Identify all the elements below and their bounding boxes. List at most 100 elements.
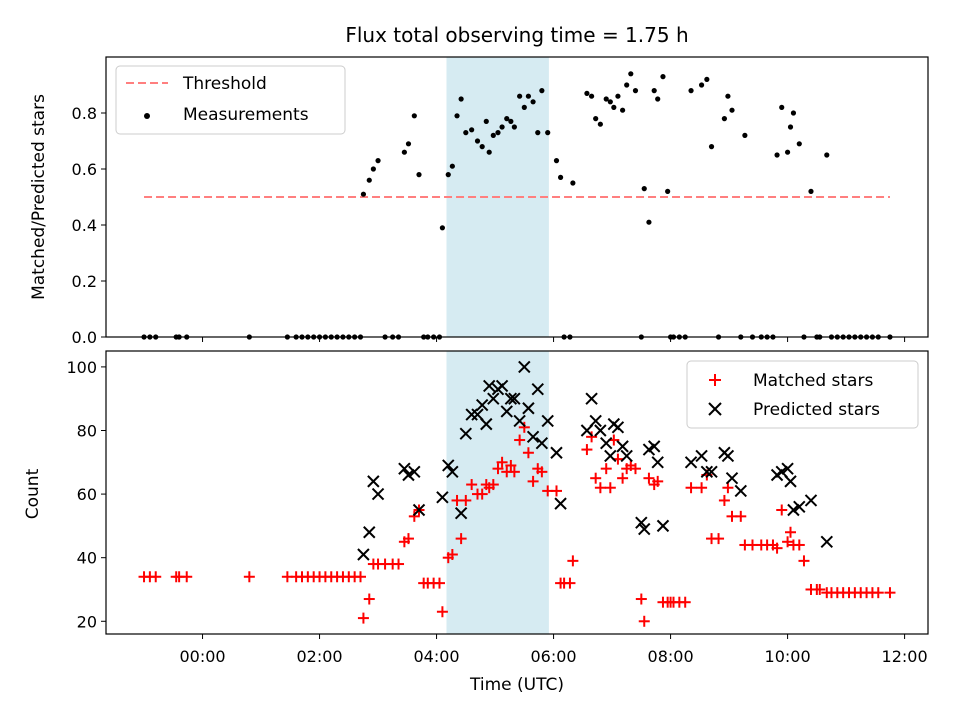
predicted-point	[436, 491, 449, 504]
matched-point	[363, 593, 375, 605]
matched-point	[514, 434, 526, 446]
predicted-legend-label: Predicted stars	[753, 400, 880, 420]
matched-point	[466, 479, 478, 491]
bottom-axes-frame	[105, 350, 929, 635]
measurement-point	[479, 144, 485, 150]
predicted-point	[371, 487, 385, 501]
top-axes-frame	[105, 56, 929, 338]
measurement-point	[603, 96, 609, 102]
top-y-tick-label: 0.0	[72, 328, 97, 347]
matched-point	[776, 504, 788, 516]
bottom-y-tick-label: 100	[66, 358, 97, 377]
matched-legend-marker	[709, 374, 721, 386]
predicted-point	[651, 456, 664, 469]
measurement-point	[360, 191, 367, 197]
measurement-point	[660, 74, 666, 80]
measurement-point	[624, 82, 630, 88]
predicted-point	[446, 465, 459, 479]
chart-title: Flux total observing time = 1.75 h	[345, 23, 688, 47]
measurement-point	[615, 93, 621, 99]
bottom-x-tick-label: 12:00	[882, 647, 928, 666]
matched-point	[718, 494, 730, 506]
measurement-point	[593, 116, 599, 122]
predicted-point	[522, 402, 535, 415]
top-y-tick-label: 0.8	[72, 104, 97, 123]
matched-point	[635, 593, 647, 605]
measurement-point	[511, 124, 517, 130]
measurement-point	[665, 188, 671, 194]
measurement-point	[632, 88, 639, 94]
predicted-point	[504, 392, 518, 405]
predicted-point	[804, 494, 818, 507]
measurement-point	[779, 104, 785, 110]
predicted-point	[487, 392, 500, 405]
predicted-point	[459, 427, 473, 440]
matched-point	[357, 612, 369, 624]
matched-point	[476, 488, 488, 500]
matched-point	[492, 463, 504, 475]
bottom-y-tick-label: 40	[77, 549, 97, 568]
measurement-point	[517, 93, 523, 99]
top-x-ticks	[202, 337, 906, 342]
predicted-point	[787, 503, 800, 517]
bottom-panel: 20 40 60 80 100 00:00 02:00 04:00 06:00 08:00 10:…	[23, 350, 929, 695]
predicted-point	[600, 437, 613, 450]
measurement-point	[530, 99, 536, 105]
measurement-point	[796, 141, 802, 147]
measurement-point	[545, 130, 551, 136]
measurement-point	[405, 141, 412, 147]
matched-point	[696, 482, 708, 494]
matched-point	[433, 577, 445, 589]
measurement-point	[366, 177, 372, 183]
measurement-point	[557, 174, 564, 180]
matched-point	[594, 482, 606, 494]
measurements-legend-marker	[144, 113, 150, 119]
predicted-point	[721, 449, 735, 463]
matched-point	[567, 555, 579, 567]
predicted-point	[705, 465, 718, 479]
top-y-tick-label: 0.4	[72, 216, 97, 235]
matched-point	[771, 542, 783, 554]
measurement-point	[370, 166, 376, 172]
matched-point	[436, 606, 448, 618]
measurement-point	[439, 225, 446, 231]
predicted-point	[363, 526, 376, 539]
matched-point	[713, 533, 725, 545]
predicted-point	[635, 516, 648, 529]
measurement-point	[508, 118, 514, 124]
measurement-point	[611, 104, 617, 110]
matched-point	[735, 510, 747, 522]
measurement-point	[688, 88, 694, 94]
predicted-point	[793, 500, 806, 514]
predicted-point	[725, 471, 739, 485]
matched-point	[884, 587, 896, 599]
matched-point	[408, 510, 420, 522]
measurement-point	[824, 152, 830, 158]
bottom-x-tick-label: 00:00	[179, 647, 225, 666]
predicted-point	[508, 392, 521, 405]
bottom-x-tick-label: 08:00	[648, 647, 694, 666]
matched-point	[872, 587, 884, 599]
matched-point	[793, 539, 805, 551]
measurement-point	[525, 93, 532, 99]
measurement-point	[784, 149, 791, 155]
predicted-point	[589, 414, 602, 428]
predicted-point	[734, 484, 747, 498]
measurement-point	[584, 90, 590, 96]
measurement-point	[698, 82, 705, 88]
measurement-point	[553, 158, 560, 164]
measurement-point	[458, 96, 464, 102]
matched-point	[487, 479, 499, 491]
predicted-point	[784, 475, 797, 488]
matched-point	[638, 615, 650, 627]
predicted-point	[480, 417, 493, 431]
predicted-point	[647, 440, 661, 453]
measurement-point	[641, 186, 647, 192]
matched-point	[527, 475, 539, 487]
matched-point	[243, 571, 255, 583]
matched-point	[393, 558, 405, 570]
matched-point	[455, 533, 467, 545]
matched-point	[505, 459, 517, 471]
measurement-point	[628, 71, 634, 77]
predicted-point	[454, 506, 468, 520]
